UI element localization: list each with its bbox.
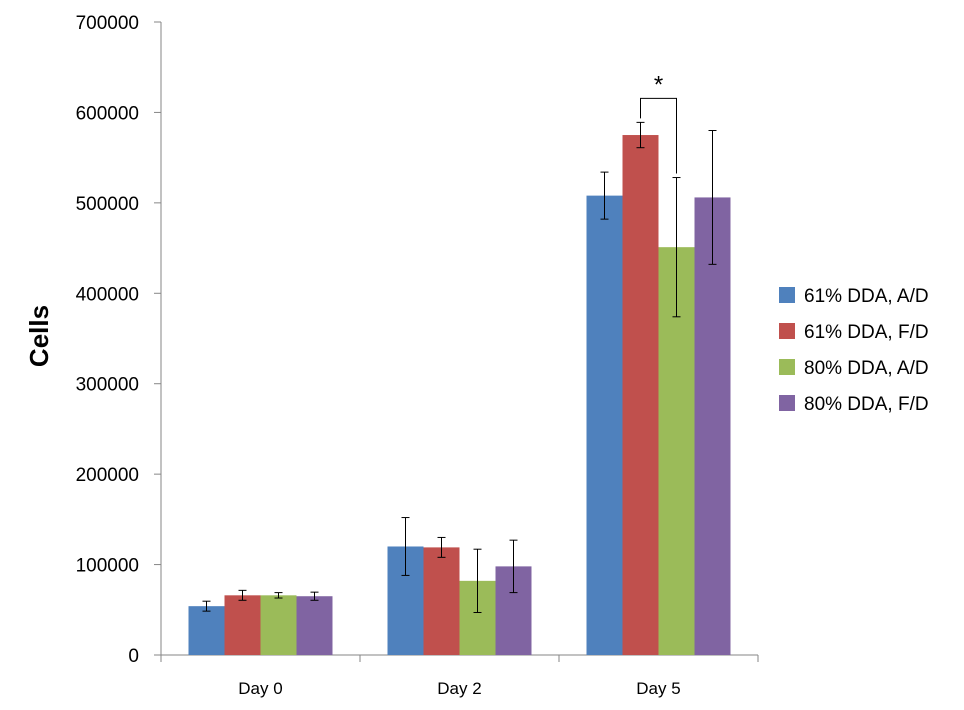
bar	[694, 197, 731, 655]
bar	[188, 606, 225, 655]
y-tick-label: 400000	[76, 284, 139, 305]
x-tick-label: Day 0	[238, 679, 282, 698]
legend-swatch	[779, 287, 795, 303]
legend-swatch	[779, 395, 795, 411]
significance-marker: *	[654, 71, 663, 98]
y-tick-label: 700000	[76, 13, 139, 34]
legend-label: 61% DDA, F/D	[804, 322, 929, 343]
bar	[423, 547, 460, 655]
y-tick-label: 500000	[76, 194, 139, 215]
x-tick-label: Day 5	[636, 679, 680, 698]
bar	[224, 595, 261, 655]
annotations: *	[640, 71, 677, 174]
bars	[188, 135, 731, 656]
legend-swatch	[779, 359, 795, 375]
legend-label: 80% DDA, F/D	[804, 394, 929, 415]
legend-label: 80% DDA, A/D	[804, 358, 929, 379]
significance-bracket	[640, 97, 677, 174]
legend-label: 61% DDA, A/D	[804, 286, 929, 307]
y-tick-label: 0	[128, 646, 139, 667]
bar	[296, 596, 333, 655]
legend: 61% DDA, A/D 61% DDA, F/D 80% DDA, A/D 80% …	[779, 286, 929, 415]
y-tick-label: 100000	[76, 556, 139, 577]
y-tick-label: 200000	[76, 465, 139, 486]
bar	[260, 595, 297, 655]
y-tick-label: 600000	[76, 103, 139, 124]
axes: 0 100000 200000 300000 400000 500000 600000 700…	[76, 13, 759, 698]
y-axis-label: Cells	[24, 305, 54, 367]
bar	[622, 135, 659, 656]
y-tick-label: 300000	[76, 375, 139, 396]
x-tick-label: Day 2	[437, 679, 481, 698]
bar	[586, 195, 623, 655]
error-bars	[202, 121, 717, 613]
legend-swatch	[779, 323, 795, 339]
